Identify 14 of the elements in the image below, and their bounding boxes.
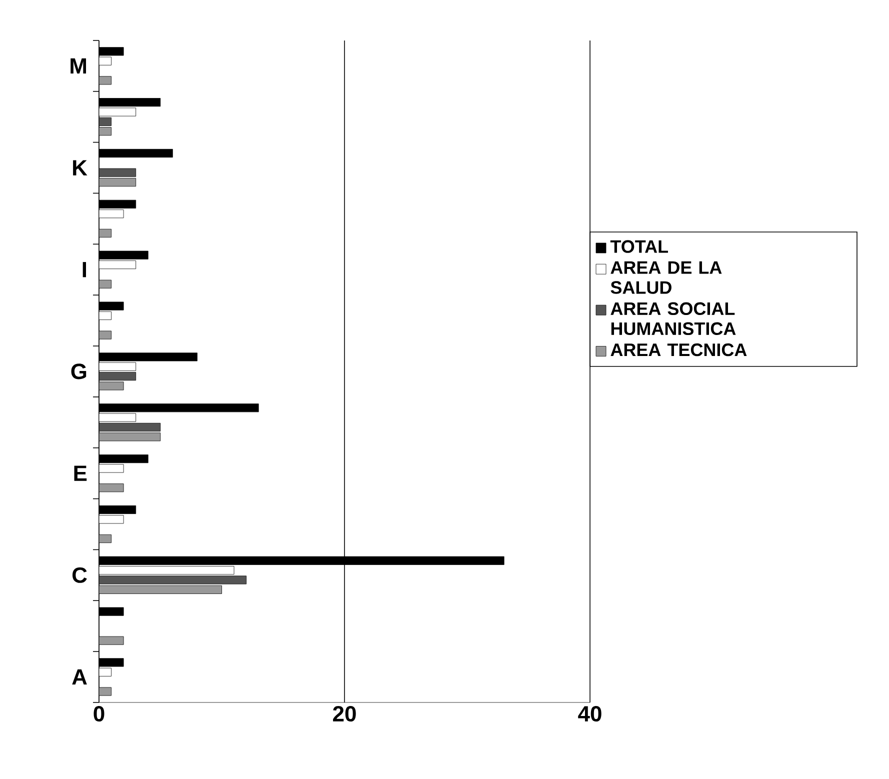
legend-label: AREA DE LA SALUD bbox=[610, 261, 722, 294]
legend-label: AREA TECNICA bbox=[610, 343, 747, 356]
x-tick-label: 40 bbox=[578, 706, 602, 722]
y-tick-label: C bbox=[72, 567, 87, 583]
legend-label: AREA SOCIAL HUMANISTICA bbox=[610, 302, 736, 336]
x-tick-label: 0 bbox=[94, 706, 104, 722]
y-tick-label: I bbox=[82, 262, 86, 278]
y-tick-label: K bbox=[73, 160, 88, 176]
x-tick-label: 20 bbox=[333, 706, 356, 722]
y-tick-label: E bbox=[74, 466, 87, 481]
y-tick-label: G bbox=[71, 364, 86, 380]
legend-label: TOTAL bbox=[610, 240, 668, 253]
y-tick-label: M bbox=[70, 58, 86, 74]
y-tick-label: A bbox=[72, 669, 87, 685]
